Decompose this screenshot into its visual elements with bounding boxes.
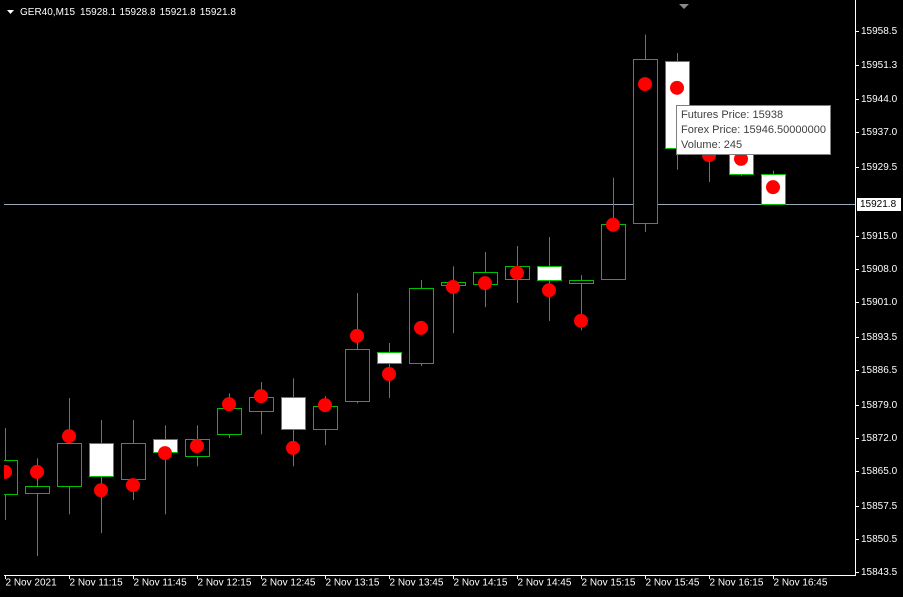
menu-arrow bbox=[7, 10, 14, 14]
y-tick-label: 15879.0 bbox=[861, 400, 898, 411]
price-dot bbox=[446, 279, 460, 294]
price-dot bbox=[350, 328, 364, 343]
price-dot bbox=[382, 367, 396, 382]
candle-body bbox=[537, 266, 562, 281]
candle-body bbox=[89, 443, 114, 477]
price-dot bbox=[4, 464, 12, 479]
price-dot bbox=[190, 439, 204, 454]
candle-body bbox=[57, 443, 82, 487]
candle-body bbox=[601, 224, 626, 280]
x-tick-label: 2 Nov 2021 bbox=[6, 578, 58, 589]
y-tick-label: 15901.0 bbox=[861, 297, 898, 308]
y-tick-label: 15915.0 bbox=[861, 231, 898, 242]
candle-body bbox=[281, 397, 306, 430]
candle-body bbox=[25, 486, 50, 494]
price-dot bbox=[222, 397, 236, 412]
candle-body bbox=[569, 280, 594, 284]
chart-title: GER40,M15 15928.1 15928.8 15921.8 15921.8 bbox=[20, 7, 236, 18]
ohlc-low: 15921.8 bbox=[160, 7, 197, 18]
y-tick-label: 15865.0 bbox=[861, 466, 898, 477]
price-dot bbox=[542, 283, 556, 298]
price-label: 15921.8 bbox=[860, 199, 897, 210]
price-dot bbox=[318, 398, 332, 413]
price-dot bbox=[574, 313, 588, 328]
y-tick-label: 15951.3 bbox=[861, 60, 898, 71]
x-tick-label: 2 Nov 13:15 bbox=[326, 578, 380, 589]
tooltip-box bbox=[676, 105, 831, 155]
price-dot bbox=[606, 217, 620, 232]
price-dot bbox=[126, 478, 140, 493]
x-tick-label: 2 Nov 14:45 bbox=[518, 578, 572, 589]
y-tick-label: 15937.0 bbox=[861, 127, 898, 138]
price-dot bbox=[254, 389, 268, 404]
price-dot bbox=[766, 180, 780, 195]
candle-body bbox=[345, 349, 370, 402]
x-tick-label: 2 Nov 16:15 bbox=[710, 578, 764, 589]
price-dot bbox=[158, 446, 172, 461]
x-tick-label: 2 Nov 15:15 bbox=[582, 578, 636, 589]
price-dot bbox=[734, 151, 748, 166]
x-tick-label: 2 Nov 14:15 bbox=[454, 578, 508, 589]
shift-marker bbox=[679, 4, 689, 9]
tooltip: Futures Price: 15938 Forex Price: 15946.5… bbox=[676, 105, 831, 155]
price-dot bbox=[30, 464, 44, 479]
candle-body bbox=[217, 408, 242, 435]
ohlc-high: 15928.8 bbox=[119, 7, 156, 18]
y-tick-label: 15843.5 bbox=[861, 567, 898, 578]
price-dot bbox=[62, 429, 76, 444]
candle-body bbox=[121, 443, 146, 480]
price-dot bbox=[286, 440, 300, 455]
x-tick-label: 2 Nov 15:45 bbox=[646, 578, 700, 589]
price-dot bbox=[670, 80, 684, 95]
price-dot bbox=[510, 265, 524, 280]
ohlc-open: 15928.1 bbox=[80, 7, 117, 18]
tooltip-line: Forex Price: 15946.50000000 bbox=[681, 124, 826, 136]
price-dot bbox=[638, 77, 652, 92]
y-tick-label: 15886.5 bbox=[861, 365, 898, 376]
price-dot bbox=[414, 320, 428, 335]
y-tick-label: 15908.0 bbox=[861, 264, 898, 275]
y-tick-label: 15872.0 bbox=[861, 433, 898, 444]
price-dot bbox=[94, 483, 108, 498]
price-label-box bbox=[857, 198, 901, 211]
x-tick-label: 2 Nov 12:15 bbox=[198, 578, 252, 589]
y-tick-label: 15958.5 bbox=[861, 26, 898, 37]
axes: 15958.5 15951.3 15944.0 15937.0 15929.5 15915… bbox=[5, 26, 901, 589]
x-tick-label: 2 Nov 11:15 bbox=[70, 578, 124, 589]
y-tick-label: 15857.5 bbox=[861, 501, 898, 512]
tooltip-line: Volume: 245 bbox=[681, 139, 742, 151]
x-tick-label: 2 Nov 13:45 bbox=[390, 578, 444, 589]
x-tick-label: 2 Nov 11:45 bbox=[134, 578, 188, 589]
y-tick-label: 15850.5 bbox=[861, 534, 898, 545]
price-dot bbox=[478, 276, 492, 291]
symbol: GER40,M15 bbox=[20, 7, 75, 18]
candle-body bbox=[377, 352, 402, 364]
x-tick-label: 2 Nov 16:45 bbox=[774, 578, 828, 589]
ohlc-close: 15921.8 bbox=[200, 7, 237, 18]
tooltip-line: Futures Price: 15938 bbox=[681, 109, 783, 121]
y-tick-label: 15929.5 bbox=[861, 162, 898, 173]
y-tick-label: 15893.5 bbox=[861, 332, 898, 343]
y-tick-label: 15944.0 bbox=[861, 94, 898, 105]
x-tick-label: 2 Nov 12:45 bbox=[262, 578, 316, 589]
